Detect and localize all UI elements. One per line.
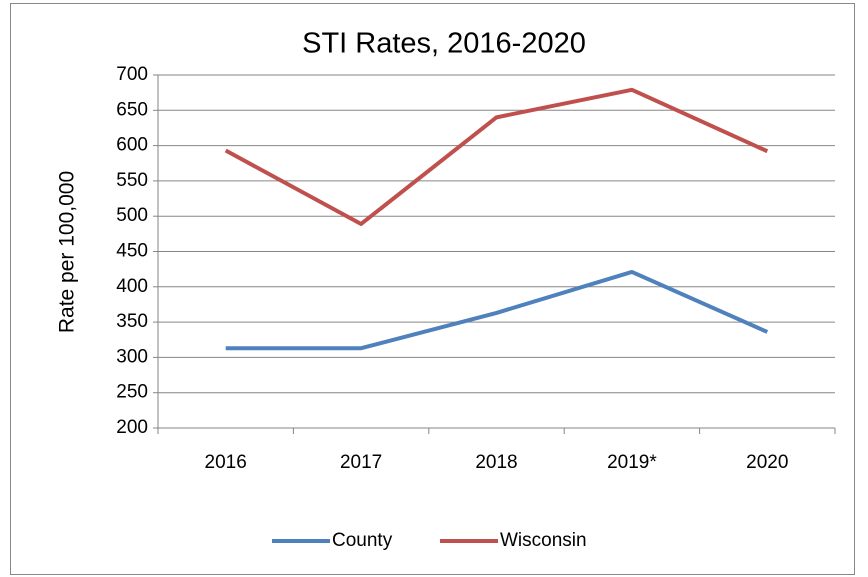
series-line (225, 269, 769, 351)
x-tick-label: 2020 (746, 452, 788, 473)
y-axis-label: Rate per 100,000 (56, 171, 79, 333)
y-tick-label: 450 (116, 241, 148, 262)
y-tick-label: 250 (116, 382, 148, 403)
y-tick-label: 550 (116, 170, 148, 191)
chart-border (10, 3, 855, 575)
x-tick-label: 2018 (475, 452, 517, 473)
chart-title: STI Rates, 2016-2020 (302, 28, 586, 60)
x-tick-label: 2017 (340, 452, 382, 473)
y-tick-label: 700 (116, 64, 148, 85)
y-tick-label: 400 (116, 276, 148, 297)
y-tick-label: 300 (116, 346, 148, 367)
y-tick-label: 200 (116, 417, 148, 438)
legend-label: Wisconsin (500, 530, 587, 551)
x-tick-label: 2019* (607, 452, 657, 473)
y-tick-label: 650 (116, 99, 148, 120)
legend-label: County (332, 530, 393, 551)
y-tick-label: 350 (116, 311, 148, 332)
y-tick-label: 600 (116, 135, 148, 156)
y-tick-label: 500 (116, 205, 148, 226)
x-tick-label: 2016 (205, 452, 247, 473)
series-line (224, 87, 769, 226)
